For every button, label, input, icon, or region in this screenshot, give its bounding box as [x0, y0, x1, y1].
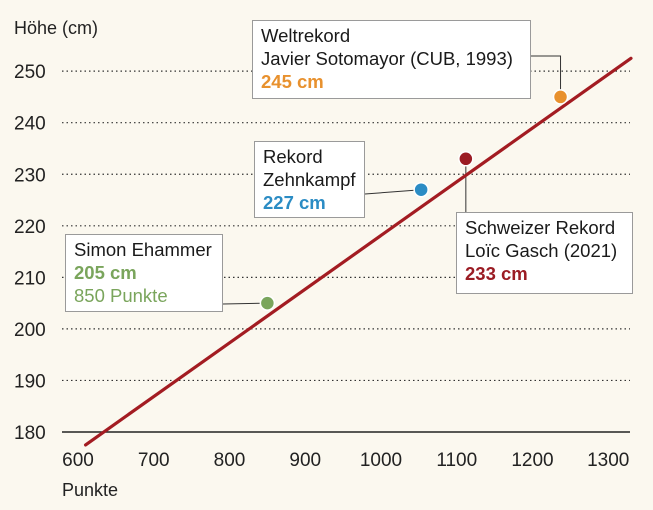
y-tick-labels: 180 190 200 210 220 230 240 250 — [14, 62, 46, 444]
x-tick-1000: 1000 — [360, 450, 402, 471]
x-tick-labels: 600 700 800 900 1000 1100 1200 1300 — [62, 450, 629, 471]
y-tick-180: 180 — [14, 423, 46, 444]
y-tick-190: 190 — [14, 371, 46, 392]
annotation-decathlon-height: 227 cm — [263, 192, 326, 213]
annotation-world-line2: Javier Sotomayor (CUB, 1993) — [261, 48, 513, 69]
y-tick-230: 230 — [14, 165, 46, 186]
y-tick-240: 240 — [14, 114, 46, 135]
annotation-ehammer-name: Simon Ehammer — [74, 239, 212, 260]
y-axis-title: Höhe (cm) — [14, 18, 98, 38]
annotation-ehammer-height: 205 cm — [74, 262, 137, 283]
leader-lines — [222, 55, 562, 305]
annotation-ehammer-points: 850 Punkte — [74, 285, 168, 306]
point-ehammer — [259, 295, 276, 311]
y-tick-210: 210 — [14, 268, 46, 289]
y-tick-220: 220 — [14, 217, 46, 238]
x-tick-1300: 1300 — [587, 450, 629, 471]
point-swiss-record — [458, 151, 474, 167]
point-decathlon-record — [413, 181, 429, 198]
annotation-world-record: Weltrekord Javier Sotomayor (CUB, 1993) … — [252, 20, 531, 99]
annotation-swiss-height: 233 cm — [465, 263, 528, 284]
annotation-swiss-line1: Schweizer Rekord — [465, 217, 616, 238]
x-tick-600: 600 — [62, 450, 94, 471]
x-tick-1100: 1100 — [436, 450, 477, 471]
annotation-decathlon-line2: Zehnkampf — [263, 169, 356, 190]
data-points — [259, 89, 569, 311]
annotation-swiss-line2: Loïc Gasch (2021) — [465, 240, 618, 261]
y-tick-250: 250 — [14, 62, 46, 83]
annotation-swiss-record: Schweizer Rekord Loïc Gasch (2021) 233 c… — [456, 212, 633, 294]
leader-decathlon-record — [364, 189, 422, 195]
trend-line-group — [83, 56, 633, 447]
point-world-record — [552, 89, 569, 105]
x-tick-800: 800 — [214, 450, 246, 471]
leader-world-record — [531, 55, 562, 97]
annotation-decathlon-line1: Rekord — [263, 146, 323, 167]
x-tick-700: 700 — [138, 450, 170, 471]
x-axis-title: Punkte — [62, 480, 118, 500]
x-tick-1200: 1200 — [511, 450, 553, 471]
x-tick-900: 900 — [289, 450, 321, 471]
annotation-ehammer: Simon Ehammer 205 cm 850 Punkte — [65, 234, 223, 312]
annotation-world-line1: Weltrekord — [261, 25, 351, 46]
y-tick-200: 200 — [14, 320, 46, 341]
annotation-decathlon-record: Rekord Zehnkampf 227 cm — [254, 141, 365, 218]
annotation-world-height: 245 cm — [261, 71, 324, 92]
trend-line — [83, 56, 633, 447]
